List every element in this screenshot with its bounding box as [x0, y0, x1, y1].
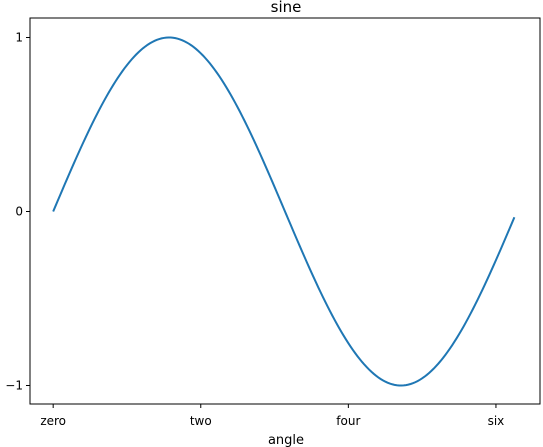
y-tick-label: 0 [15, 205, 23, 219]
x-axis: zero two four six [40, 404, 504, 428]
chart-title: sine [271, 0, 302, 16]
y-tick-label: 1 [15, 31, 23, 45]
x-tick-label: six [488, 414, 505, 428]
x-tick-label: four [336, 414, 360, 428]
x-axis-label: angle [268, 433, 304, 447]
x-tick-label: two [190, 414, 212, 428]
series-line-sine [52, 36, 516, 387]
x-tick-label: zero [40, 414, 66, 428]
y-axis: −1 0 1 [5, 31, 30, 393]
y-tick-label: −1 [5, 379, 23, 393]
